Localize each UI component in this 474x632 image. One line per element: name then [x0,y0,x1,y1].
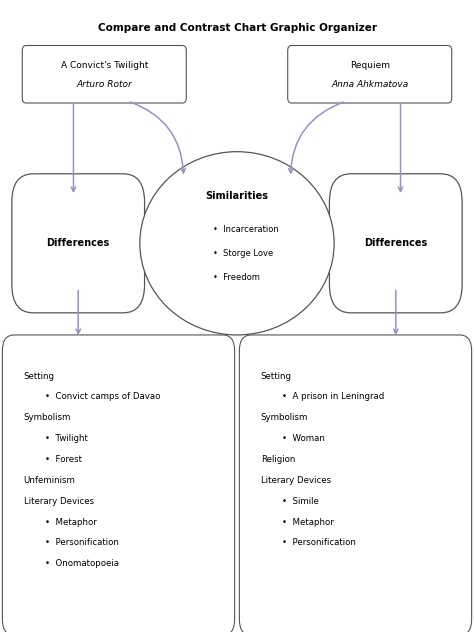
Text: Setting: Setting [24,372,55,380]
Text: Anna Ahkmatova: Anna Ahkmatova [331,80,408,89]
Text: •  Woman: • Woman [282,434,325,443]
Text: Symbolism: Symbolism [24,413,71,422]
Text: •  Twilight: • Twilight [45,434,88,443]
Text: Similarities: Similarities [206,191,268,201]
Text: Setting: Setting [261,372,292,380]
Text: Compare and Contrast Chart Graphic Organizer: Compare and Contrast Chart Graphic Organ… [98,23,376,33]
FancyBboxPatch shape [329,174,462,313]
Text: Literary Devices: Literary Devices [261,476,331,485]
Text: •  Storge Love: • Storge Love [213,249,273,258]
Text: Arturo Rotor: Arturo Rotor [76,80,132,89]
FancyBboxPatch shape [2,335,235,632]
Text: Differences: Differences [46,238,110,248]
Text: •  Convict camps of Davao: • Convict camps of Davao [45,392,160,401]
FancyBboxPatch shape [12,174,145,313]
Text: •  Metaphor: • Metaphor [45,518,97,526]
FancyBboxPatch shape [239,335,472,632]
Text: •  Forest: • Forest [45,455,82,464]
Text: •  A prison in Leningrad: • A prison in Leningrad [282,392,384,401]
Text: •  Personification: • Personification [282,538,356,547]
Text: Differences: Differences [364,238,428,248]
Text: •  Metaphor: • Metaphor [282,518,334,526]
Ellipse shape [140,152,334,335]
FancyBboxPatch shape [288,46,452,103]
Text: •  Personification: • Personification [45,538,119,547]
Text: Religion: Religion [261,455,295,464]
Text: Unfeminism: Unfeminism [24,476,75,485]
Text: Symbolism: Symbolism [261,413,308,422]
FancyBboxPatch shape [22,46,186,103]
Text: •  Incarceration: • Incarceration [213,225,279,234]
Text: •  Onomatopoeia: • Onomatopoeia [45,559,119,568]
Text: •  Freedom: • Freedom [213,273,260,282]
Text: •  Simile: • Simile [282,497,319,506]
Text: A Convict's Twilight: A Convict's Twilight [61,61,148,70]
Text: Requiem: Requiem [350,61,390,70]
Text: Literary Devices: Literary Devices [24,497,94,506]
